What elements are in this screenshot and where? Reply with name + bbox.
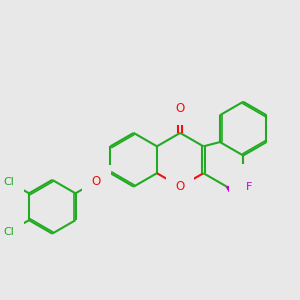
Text: O: O xyxy=(92,175,101,188)
Text: Cl: Cl xyxy=(4,177,15,187)
Text: F: F xyxy=(243,193,250,203)
Text: F: F xyxy=(246,182,253,192)
Text: O: O xyxy=(176,180,185,193)
Text: Cl: Cl xyxy=(4,226,15,237)
Text: F: F xyxy=(235,201,241,212)
Text: O: O xyxy=(176,102,185,115)
Text: Cl: Cl xyxy=(238,173,249,183)
